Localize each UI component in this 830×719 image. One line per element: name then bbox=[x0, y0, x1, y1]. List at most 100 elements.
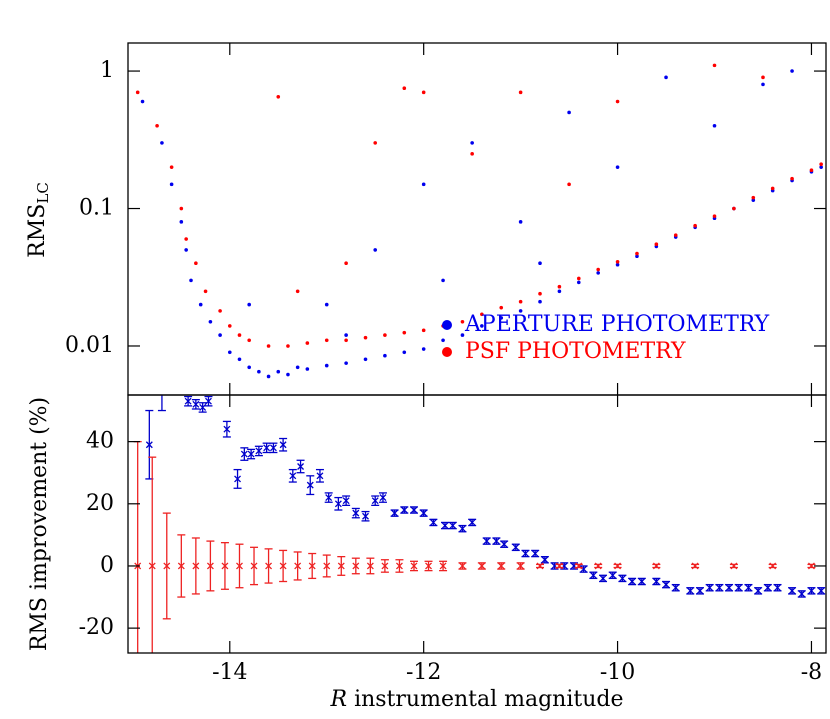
marker bbox=[379, 494, 387, 502]
data-point bbox=[383, 333, 387, 337]
error-bar-point bbox=[458, 562, 467, 570]
data-point bbox=[664, 75, 668, 80]
data-point bbox=[480, 324, 484, 328]
data-point bbox=[761, 75, 765, 80]
y-tick-label: 0.1 bbox=[79, 196, 114, 221]
y-tick-label: 1 bbox=[100, 58, 114, 83]
marker bbox=[774, 584, 781, 592]
error-bar-point bbox=[264, 548, 273, 584]
error-bar-point bbox=[628, 577, 637, 586]
data-point bbox=[615, 259, 620, 264]
marker bbox=[308, 562, 316, 570]
data-point bbox=[761, 82, 765, 87]
data-point bbox=[324, 363, 329, 368]
marker bbox=[148, 562, 156, 570]
marker bbox=[807, 562, 815, 570]
marker bbox=[715, 584, 723, 592]
marker bbox=[269, 444, 277, 452]
data-point bbox=[441, 338, 445, 343]
x-axis-label: R instrumental magnitude bbox=[329, 687, 623, 712]
marker bbox=[594, 562, 602, 570]
marker bbox=[400, 506, 408, 514]
error-bar-point bbox=[662, 580, 671, 589]
data-point bbox=[237, 357, 242, 362]
error-bar-point bbox=[409, 506, 418, 514]
data-point bbox=[247, 365, 251, 370]
marker bbox=[240, 450, 248, 458]
marker bbox=[221, 562, 229, 570]
error-bar-point bbox=[807, 587, 816, 595]
data-point bbox=[790, 176, 794, 181]
data-point bbox=[790, 69, 794, 73]
marker bbox=[236, 562, 243, 570]
data-point bbox=[809, 168, 814, 173]
marker bbox=[410, 506, 418, 514]
data-point bbox=[751, 198, 756, 202]
marker bbox=[439, 562, 447, 570]
error-bar-point bbox=[288, 468, 297, 483]
data-point bbox=[286, 344, 290, 348]
data-point bbox=[218, 309, 222, 313]
data-point bbox=[751, 195, 756, 200]
marker bbox=[589, 571, 597, 579]
data-point bbox=[169, 182, 174, 187]
error-bar-point bbox=[409, 560, 418, 572]
data-point bbox=[135, 90, 140, 95]
data-point bbox=[247, 302, 251, 307]
marker bbox=[352, 562, 360, 570]
error-bar-point bbox=[247, 448, 256, 460]
data-point bbox=[499, 316, 504, 320]
error-bar-point bbox=[500, 540, 509, 548]
error-bar-point bbox=[744, 583, 753, 592]
marker bbox=[337, 562, 345, 570]
marker bbox=[192, 400, 200, 408]
data-point bbox=[518, 220, 523, 224]
data-point bbox=[218, 333, 222, 337]
marker bbox=[163, 562, 171, 570]
error-bar-point bbox=[324, 492, 333, 503]
error-bar-point bbox=[390, 509, 399, 517]
marker bbox=[686, 587, 694, 595]
error-bar-point bbox=[191, 537, 200, 595]
marker bbox=[575, 562, 583, 570]
data-point bbox=[179, 220, 184, 224]
data-point bbox=[160, 141, 164, 145]
error-bar-point bbox=[540, 555, 549, 564]
data-point bbox=[237, 333, 242, 337]
data-point bbox=[635, 254, 639, 258]
x-tick-label: -12 bbox=[406, 660, 441, 685]
error-bar-point bbox=[269, 442, 278, 454]
error-bar-point bbox=[322, 554, 331, 578]
error-bar-point bbox=[233, 468, 242, 489]
marker bbox=[458, 562, 466, 570]
data-point bbox=[819, 165, 823, 169]
error-bar-point bbox=[235, 543, 244, 589]
data-point bbox=[344, 361, 348, 365]
marker bbox=[769, 562, 777, 570]
data-point bbox=[567, 110, 571, 115]
marker bbox=[744, 584, 752, 592]
frame bbox=[127, 394, 827, 654]
marker bbox=[265, 562, 273, 570]
marker bbox=[391, 509, 399, 517]
error-bar-point bbox=[315, 468, 324, 483]
marker bbox=[420, 509, 428, 517]
y-label-main: RMS bbox=[25, 204, 50, 258]
data-point bbox=[247, 338, 251, 343]
marker bbox=[512, 543, 520, 551]
data-point bbox=[557, 284, 562, 289]
error-bar-point bbox=[652, 577, 661, 586]
error-bar-point bbox=[705, 583, 714, 592]
data-point bbox=[266, 344, 271, 348]
error-bar-point bbox=[441, 521, 450, 530]
data-point bbox=[480, 312, 484, 317]
data-point bbox=[538, 291, 542, 296]
data-point bbox=[266, 374, 271, 379]
error-bar-point bbox=[768, 562, 777, 570]
data-point bbox=[819, 162, 823, 167]
marker bbox=[263, 444, 271, 452]
data-point bbox=[538, 299, 542, 304]
marker bbox=[614, 562, 622, 570]
data-point bbox=[344, 333, 348, 337]
error-bar-point bbox=[773, 583, 782, 592]
